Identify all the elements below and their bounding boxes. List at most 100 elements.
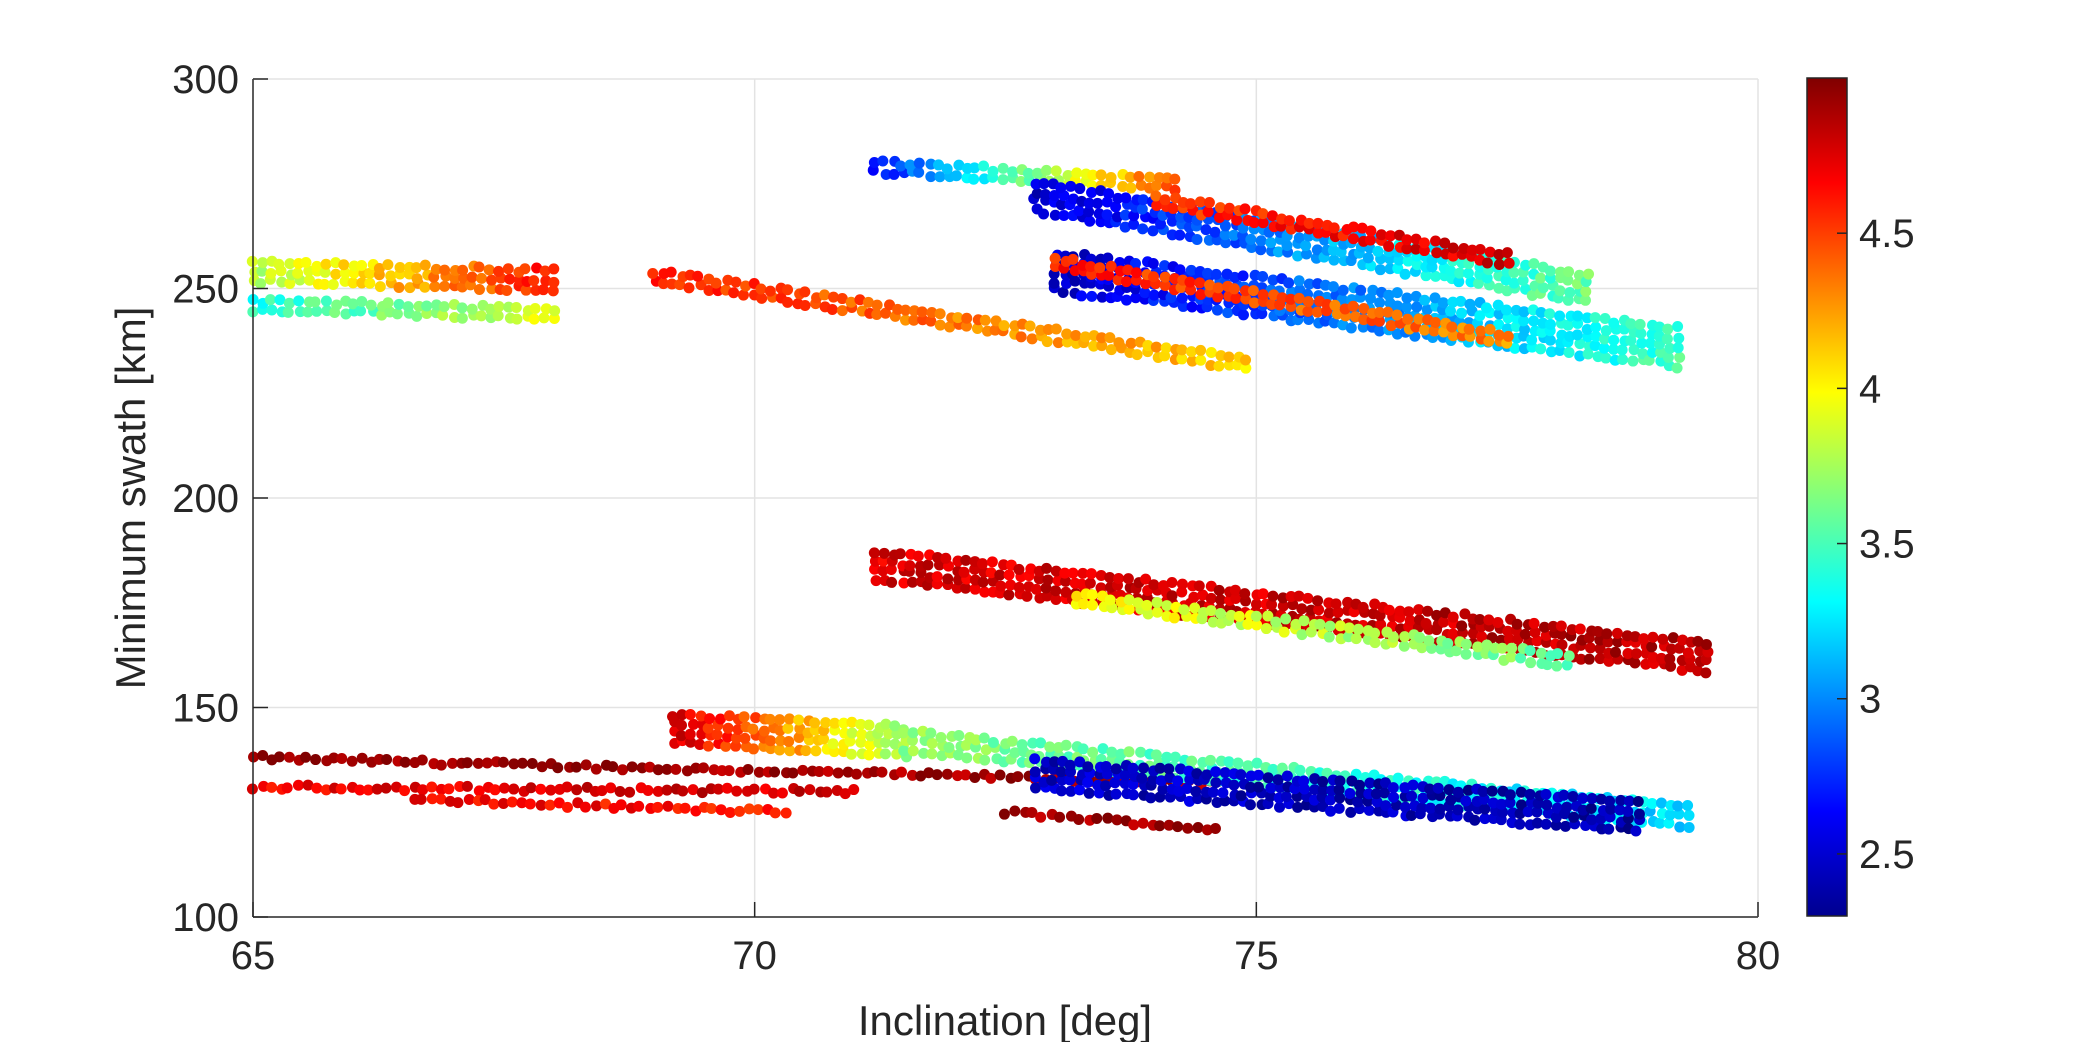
data-point bbox=[1097, 743, 1109, 755]
data-point bbox=[538, 312, 550, 324]
data-point bbox=[899, 304, 911, 316]
data-point bbox=[1041, 336, 1053, 348]
data-point bbox=[1086, 290, 1098, 302]
data-point bbox=[986, 556, 998, 568]
data-point bbox=[461, 780, 473, 792]
data-point bbox=[692, 270, 704, 282]
data-point bbox=[871, 299, 883, 311]
data-point bbox=[1150, 749, 1162, 761]
data-point bbox=[1599, 313, 1611, 325]
data-point bbox=[1414, 632, 1426, 644]
data-point bbox=[702, 722, 714, 734]
data-point bbox=[1347, 233, 1359, 245]
data-point bbox=[642, 784, 654, 796]
data-point bbox=[715, 804, 727, 816]
data-point bbox=[1334, 792, 1346, 804]
data-point bbox=[960, 582, 972, 594]
data-point bbox=[1555, 628, 1567, 640]
data-point bbox=[1131, 349, 1143, 361]
data-point bbox=[1159, 194, 1171, 206]
data-point bbox=[1383, 604, 1395, 616]
data-point bbox=[1222, 307, 1234, 319]
data-point bbox=[1515, 652, 1527, 664]
data-point bbox=[1083, 206, 1095, 218]
data-point bbox=[685, 736, 697, 748]
data-point bbox=[411, 310, 423, 322]
data-point bbox=[1048, 190, 1060, 202]
data-point bbox=[1493, 249, 1505, 261]
data-point bbox=[1646, 798, 1658, 810]
data-point bbox=[320, 295, 332, 307]
data-point bbox=[1111, 814, 1123, 826]
data-point bbox=[697, 762, 709, 774]
data-point bbox=[1442, 638, 1454, 650]
data-point bbox=[1348, 221, 1360, 233]
data-point bbox=[1232, 757, 1244, 769]
data-point bbox=[1031, 188, 1043, 200]
data-point bbox=[508, 758, 520, 770]
data-point bbox=[839, 788, 851, 800]
data-point bbox=[483, 264, 495, 276]
data-point bbox=[879, 748, 891, 760]
data-point bbox=[1207, 616, 1219, 628]
data-point bbox=[1205, 605, 1217, 617]
data-point bbox=[912, 550, 924, 562]
data-point bbox=[652, 785, 664, 797]
data-point bbox=[1084, 577, 1096, 589]
data-point bbox=[473, 785, 485, 797]
data-point bbox=[1251, 757, 1263, 769]
data-point bbox=[750, 712, 762, 724]
data-point bbox=[1235, 769, 1247, 781]
data-point bbox=[1383, 289, 1395, 301]
data-point bbox=[1095, 570, 1107, 582]
data-point bbox=[1647, 347, 1659, 359]
data-point bbox=[1411, 301, 1423, 313]
data-point bbox=[753, 766, 765, 778]
data-point bbox=[391, 308, 403, 320]
data-point bbox=[1026, 807, 1038, 819]
data-point bbox=[1060, 739, 1072, 751]
data-point bbox=[1480, 302, 1492, 314]
data-point bbox=[1250, 598, 1262, 610]
data-point bbox=[1211, 304, 1223, 316]
data-point bbox=[1443, 784, 1455, 796]
data-point bbox=[548, 263, 560, 275]
data-point bbox=[1640, 658, 1652, 670]
data-point bbox=[1434, 803, 1446, 815]
data-point bbox=[1445, 265, 1457, 277]
data-point bbox=[1159, 260, 1171, 272]
data-point bbox=[1103, 188, 1115, 200]
data-point bbox=[590, 800, 602, 812]
data-point bbox=[1277, 592, 1289, 604]
data-point bbox=[1212, 291, 1224, 303]
data-point bbox=[880, 718, 892, 730]
data-point bbox=[1223, 756, 1235, 768]
data-point bbox=[1228, 229, 1240, 241]
data-point bbox=[1203, 197, 1215, 209]
data-point bbox=[1283, 277, 1295, 289]
data-point bbox=[1140, 278, 1152, 290]
data-point bbox=[978, 732, 990, 744]
data-point bbox=[1091, 812, 1103, 824]
data-point bbox=[829, 717, 841, 729]
data-point bbox=[1262, 772, 1274, 784]
data-point bbox=[880, 168, 892, 180]
data-point bbox=[1101, 209, 1113, 221]
data-point bbox=[1025, 563, 1037, 575]
data-point bbox=[1159, 279, 1171, 291]
data-point bbox=[1562, 319, 1574, 331]
data-point bbox=[1323, 631, 1335, 643]
data-point bbox=[438, 301, 450, 313]
data-point bbox=[284, 277, 296, 289]
data-point bbox=[1185, 264, 1197, 276]
data-point bbox=[1347, 300, 1359, 312]
data-point bbox=[1608, 317, 1620, 329]
data-point bbox=[1050, 165, 1062, 177]
data-point bbox=[677, 785, 689, 797]
data-point bbox=[1575, 653, 1587, 665]
colorbar bbox=[1806, 77, 1848, 917]
data-point bbox=[1524, 645, 1536, 657]
data-point bbox=[953, 730, 965, 742]
data-point bbox=[1667, 632, 1679, 644]
data-point bbox=[528, 313, 540, 325]
